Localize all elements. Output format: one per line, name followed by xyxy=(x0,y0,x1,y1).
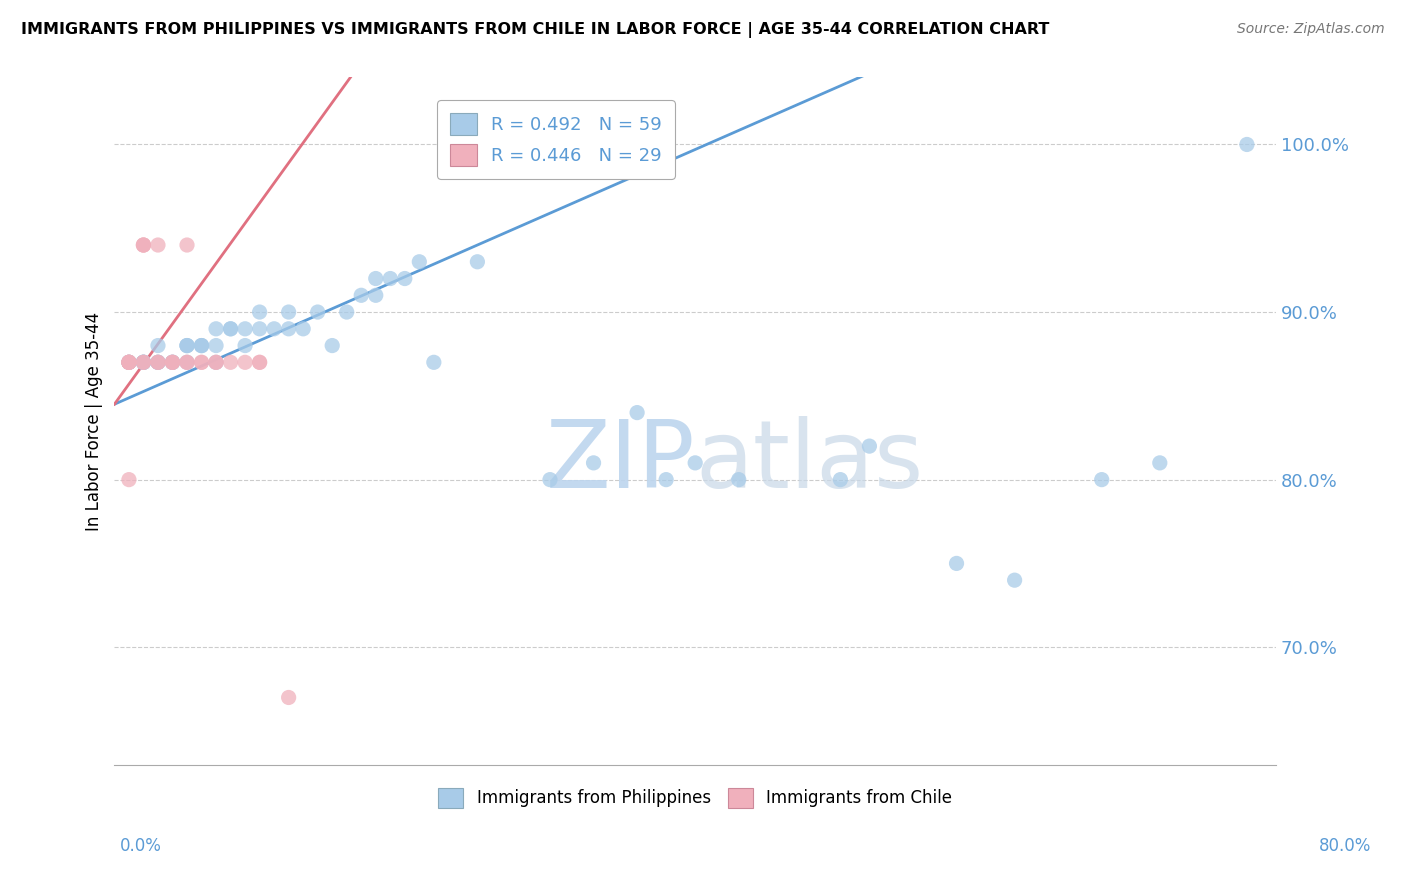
Point xyxy=(118,355,141,369)
Point xyxy=(146,338,169,352)
Point xyxy=(945,557,967,571)
Legend: Immigrants from Philippines, Immigrants from Chile: Immigrants from Philippines, Immigrants … xyxy=(432,780,959,814)
Point xyxy=(219,355,242,369)
Point xyxy=(176,355,198,369)
Point xyxy=(205,355,228,369)
Point xyxy=(176,338,198,352)
Point xyxy=(249,322,271,336)
Point xyxy=(205,355,228,369)
Point xyxy=(336,305,359,319)
Point xyxy=(132,355,155,369)
Point xyxy=(683,456,706,470)
Point xyxy=(176,355,198,369)
Point xyxy=(219,322,242,336)
Point xyxy=(626,406,648,420)
Point xyxy=(205,338,228,352)
Point xyxy=(467,254,489,268)
Point xyxy=(162,355,184,369)
Point xyxy=(277,322,299,336)
Point xyxy=(176,338,198,352)
Point xyxy=(132,355,155,369)
Point xyxy=(118,473,141,487)
Point xyxy=(118,355,141,369)
Point xyxy=(146,238,169,252)
Point xyxy=(364,271,387,285)
Point xyxy=(162,355,184,369)
Point xyxy=(132,238,155,252)
Point xyxy=(162,355,184,369)
Point xyxy=(364,288,387,302)
Text: ZIP: ZIP xyxy=(546,417,695,508)
Point xyxy=(146,355,169,369)
Point xyxy=(176,338,198,352)
Point xyxy=(1091,473,1114,487)
Point xyxy=(727,473,749,487)
Point xyxy=(1004,573,1026,587)
Text: IMMIGRANTS FROM PHILIPPINES VS IMMIGRANTS FROM CHILE IN LABOR FORCE | AGE 35-44 : IMMIGRANTS FROM PHILIPPINES VS IMMIGRANT… xyxy=(21,22,1049,38)
Point xyxy=(249,305,271,319)
Point xyxy=(118,355,141,369)
Point xyxy=(233,322,256,336)
Point xyxy=(307,305,329,319)
Point xyxy=(176,355,198,369)
Point xyxy=(118,355,141,369)
Point xyxy=(162,355,184,369)
Point xyxy=(118,355,141,369)
Point xyxy=(190,355,212,369)
Point xyxy=(162,355,184,369)
Point xyxy=(292,322,315,336)
Point xyxy=(132,355,155,369)
Point xyxy=(132,355,155,369)
Point xyxy=(205,322,228,336)
Point xyxy=(1149,456,1171,470)
Point xyxy=(249,355,271,369)
Point xyxy=(219,322,242,336)
Point xyxy=(263,322,285,336)
Point xyxy=(205,355,228,369)
Point xyxy=(423,355,446,369)
Point xyxy=(146,355,169,369)
Point xyxy=(858,439,880,453)
Point xyxy=(146,355,169,369)
Point xyxy=(132,355,155,369)
Point xyxy=(1236,137,1258,152)
Point xyxy=(394,271,416,285)
Point xyxy=(830,473,852,487)
Point xyxy=(146,355,169,369)
Point xyxy=(190,338,212,352)
Point xyxy=(277,305,299,319)
Point xyxy=(132,355,155,369)
Point xyxy=(233,355,256,369)
Point xyxy=(118,355,141,369)
Text: 0.0%: 0.0% xyxy=(120,837,162,855)
Point xyxy=(538,473,561,487)
Point xyxy=(190,338,212,352)
Point xyxy=(132,238,155,252)
Point xyxy=(132,355,155,369)
Point xyxy=(350,288,373,302)
Point xyxy=(233,338,256,352)
Point xyxy=(582,456,605,470)
Point xyxy=(132,238,155,252)
Text: 80.0%: 80.0% xyxy=(1319,837,1371,855)
Point xyxy=(176,238,198,252)
Point xyxy=(118,355,141,369)
Text: Source: ZipAtlas.com: Source: ZipAtlas.com xyxy=(1237,22,1385,37)
Point xyxy=(190,338,212,352)
Point xyxy=(321,338,343,352)
Point xyxy=(380,271,402,285)
Point xyxy=(190,355,212,369)
Point xyxy=(655,473,678,487)
Point xyxy=(118,355,141,369)
Point xyxy=(249,355,271,369)
Text: atlas: atlas xyxy=(695,417,924,508)
Point xyxy=(146,355,169,369)
Point xyxy=(162,355,184,369)
Point xyxy=(408,254,430,268)
Y-axis label: In Labor Force | Age 35-44: In Labor Force | Age 35-44 xyxy=(86,311,103,531)
Point xyxy=(277,690,299,705)
